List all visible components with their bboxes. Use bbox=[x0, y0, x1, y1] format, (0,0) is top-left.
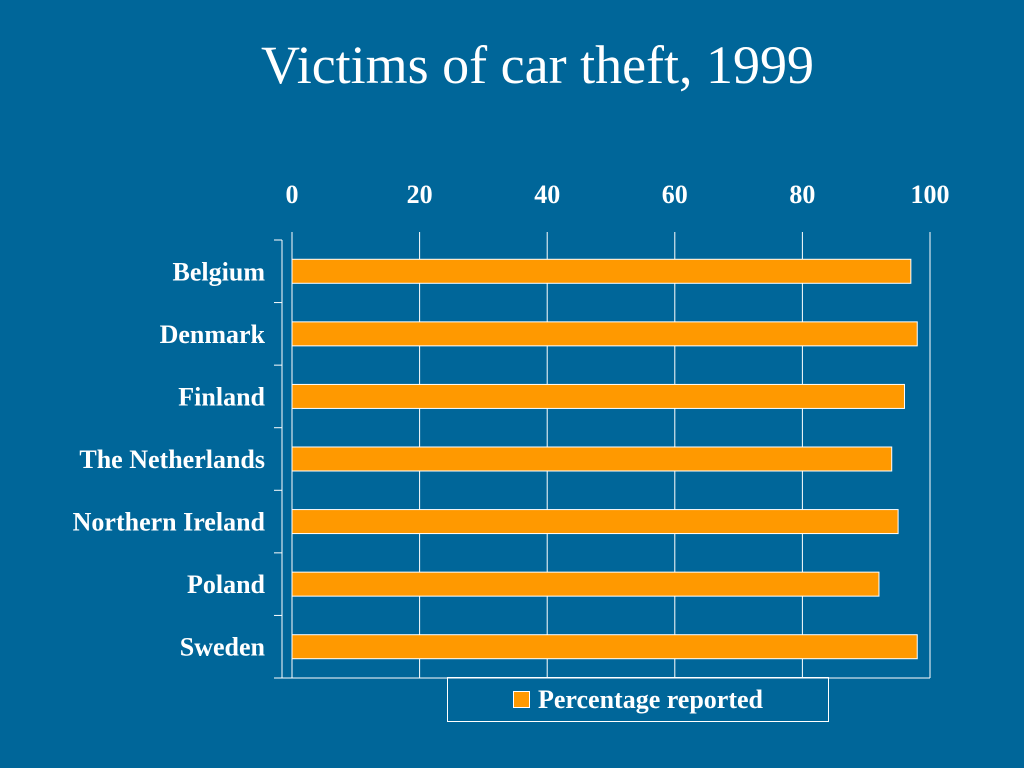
bar-northern-ireland bbox=[291, 509, 899, 535]
category-label-sweden: Sweden bbox=[180, 633, 266, 662]
legend-label: Percentage reported bbox=[538, 684, 763, 714]
bar-poland bbox=[291, 571, 880, 597]
bar-denmark bbox=[291, 321, 918, 347]
bar-finland bbox=[291, 383, 905, 409]
x-tick-label-0: 0 bbox=[286, 180, 299, 209]
bar-belgium bbox=[291, 258, 912, 284]
x-tick-label-20: 20 bbox=[407, 180, 433, 209]
bar-the-netherlands bbox=[291, 446, 893, 472]
bar-sweden bbox=[291, 634, 918, 660]
x-tick-label-80: 80 bbox=[789, 180, 815, 209]
category-label-finland: Finland bbox=[178, 382, 265, 411]
category-label-denmark: Denmark bbox=[160, 320, 266, 349]
category-label-belgium: Belgium bbox=[173, 257, 266, 286]
category-label-northern-ireland: Northern Ireland bbox=[73, 508, 266, 537]
x-tick-label-60: 60 bbox=[662, 180, 688, 209]
chart-title: Victims of car theft, 1999 bbox=[260, 35, 815, 95]
category-label-the-netherlands: The Netherlands bbox=[79, 445, 265, 474]
x-tick-label-40: 40 bbox=[534, 180, 560, 209]
legend-swatch bbox=[513, 691, 530, 708]
category-label-poland: Poland bbox=[187, 570, 266, 599]
x-tick-label-100: 100 bbox=[911, 180, 950, 209]
legend: Percentage reported bbox=[447, 677, 829, 722]
